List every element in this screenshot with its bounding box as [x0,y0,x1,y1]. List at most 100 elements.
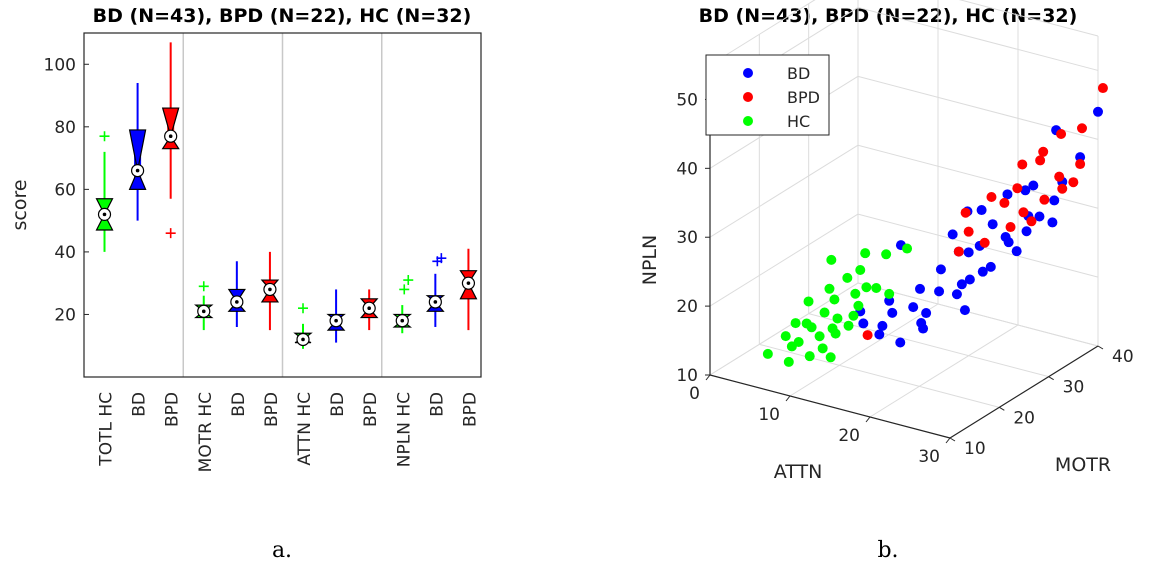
point-hc [853,300,864,311]
floor-grid-y [759,343,1000,408]
scatter3d-title: BD (N=43), BPD (N=22), HC (N=32) [699,5,1078,27]
median-dot [367,306,371,311]
x-tick-label: BPD [262,392,282,427]
point-bpd [1039,194,1050,205]
point-bd [956,279,967,290]
point-bd [1011,246,1022,257]
point-bd [1020,185,1031,196]
box-plot-frame [83,32,482,378]
floor-grid-x [789,303,939,397]
left-grid-z [709,144,859,238]
notch-lower [459,281,478,300]
legend: BD BPD HC [705,54,830,136]
y-tick-label: 40 [54,243,76,263]
point-hc [842,272,853,283]
outlier [198,281,209,292]
y-tick-mark [1097,345,1104,350]
point-bpd [960,207,971,218]
median-dot [301,337,305,342]
point-bpd [1077,123,1087,134]
point-bd [877,320,888,331]
point-bpd [986,192,997,203]
wall-edge [709,0,816,66]
point-bd [895,337,906,348]
z-tick-label: 20 [676,297,698,317]
x-tick-mark [705,374,711,381]
point-bd [1075,152,1086,163]
notch-upper [161,107,180,139]
box-attn-bd [326,289,346,343]
y-tick-mark [949,437,956,442]
point-bpd [1017,159,1028,170]
box-npln-hc [392,275,414,334]
scatter3d-x-axis-label: ATTN [774,461,823,483]
x-tick-label: BD [229,392,249,417]
point-bpd [1056,129,1067,139]
x-tick-label: MOTR HC [196,392,216,472]
point-hc [762,348,773,359]
point-bpd [1068,177,1079,188]
box-totl-hc [95,131,114,252]
y-tick-label: 100 [44,55,76,75]
y-tick-label: 40 [1112,347,1134,367]
median-dot [268,287,272,292]
point-hc [786,341,797,352]
point-bd [884,295,895,306]
point-bpd [953,246,964,257]
point-bd [1000,232,1011,242]
point-hc [790,318,801,329]
back-grid-z [857,282,1099,347]
x-tick-label: BPD [361,392,381,427]
point-hc [819,307,830,318]
point-bd [947,229,958,240]
point-bd [1093,106,1103,117]
median-dot [466,281,471,285]
caption-b: b. [877,538,898,563]
notch-upper [128,129,147,171]
point-bd [1047,217,1058,228]
floor-grid-x [869,324,1019,418]
point-hc [825,352,836,363]
point-bd [985,261,996,272]
point-hc [827,323,838,334]
point-bd [887,307,898,318]
x-tick-mark [785,395,791,402]
point-hc [803,296,814,307]
median-dot [400,318,405,323]
x-tick-label: TOTL HC [97,392,117,467]
point-hc [884,288,895,299]
wall-edge [958,0,1099,37]
z-tick-label: 30 [676,228,698,248]
point-hc [780,331,791,342]
outlier [399,284,410,295]
point-bpd [963,226,974,237]
box-npln-bd [425,253,447,327]
median-dot [135,168,140,173]
point-bd [1034,211,1045,222]
box-attn-bpd [359,289,379,331]
point-bd [951,289,962,300]
box-motr-bpd [260,251,280,331]
scatter3d-chart: BD (N=43), BPD (N=22), HC (N=32) 0102030… [639,0,1134,563]
point-bd [976,205,987,216]
box-chart: BD (N=43), BPD (N=22), HC (N=32) 20 40 60 8… [9,5,482,563]
median-dot [168,134,173,138]
point-hc [783,356,794,367]
box-motr-bd [227,261,247,327]
legend-label-bpd: BPD [787,88,820,107]
x-tick-label: BPD [163,392,183,427]
point-bd [908,302,919,313]
z-tick-label: 10 [676,366,698,386]
point-hc [881,249,892,260]
legend-marker-bd [743,68,753,78]
x-tick-label: NPLN HC [394,392,414,467]
x-axis-line [709,374,951,439]
point-bd [1049,195,1060,206]
point-bd [987,219,998,230]
point-hc [817,343,828,354]
point-bd [977,266,988,277]
point-bpd [1035,155,1046,166]
left-grid-z [709,213,859,307]
point-bd [1002,189,1013,200]
